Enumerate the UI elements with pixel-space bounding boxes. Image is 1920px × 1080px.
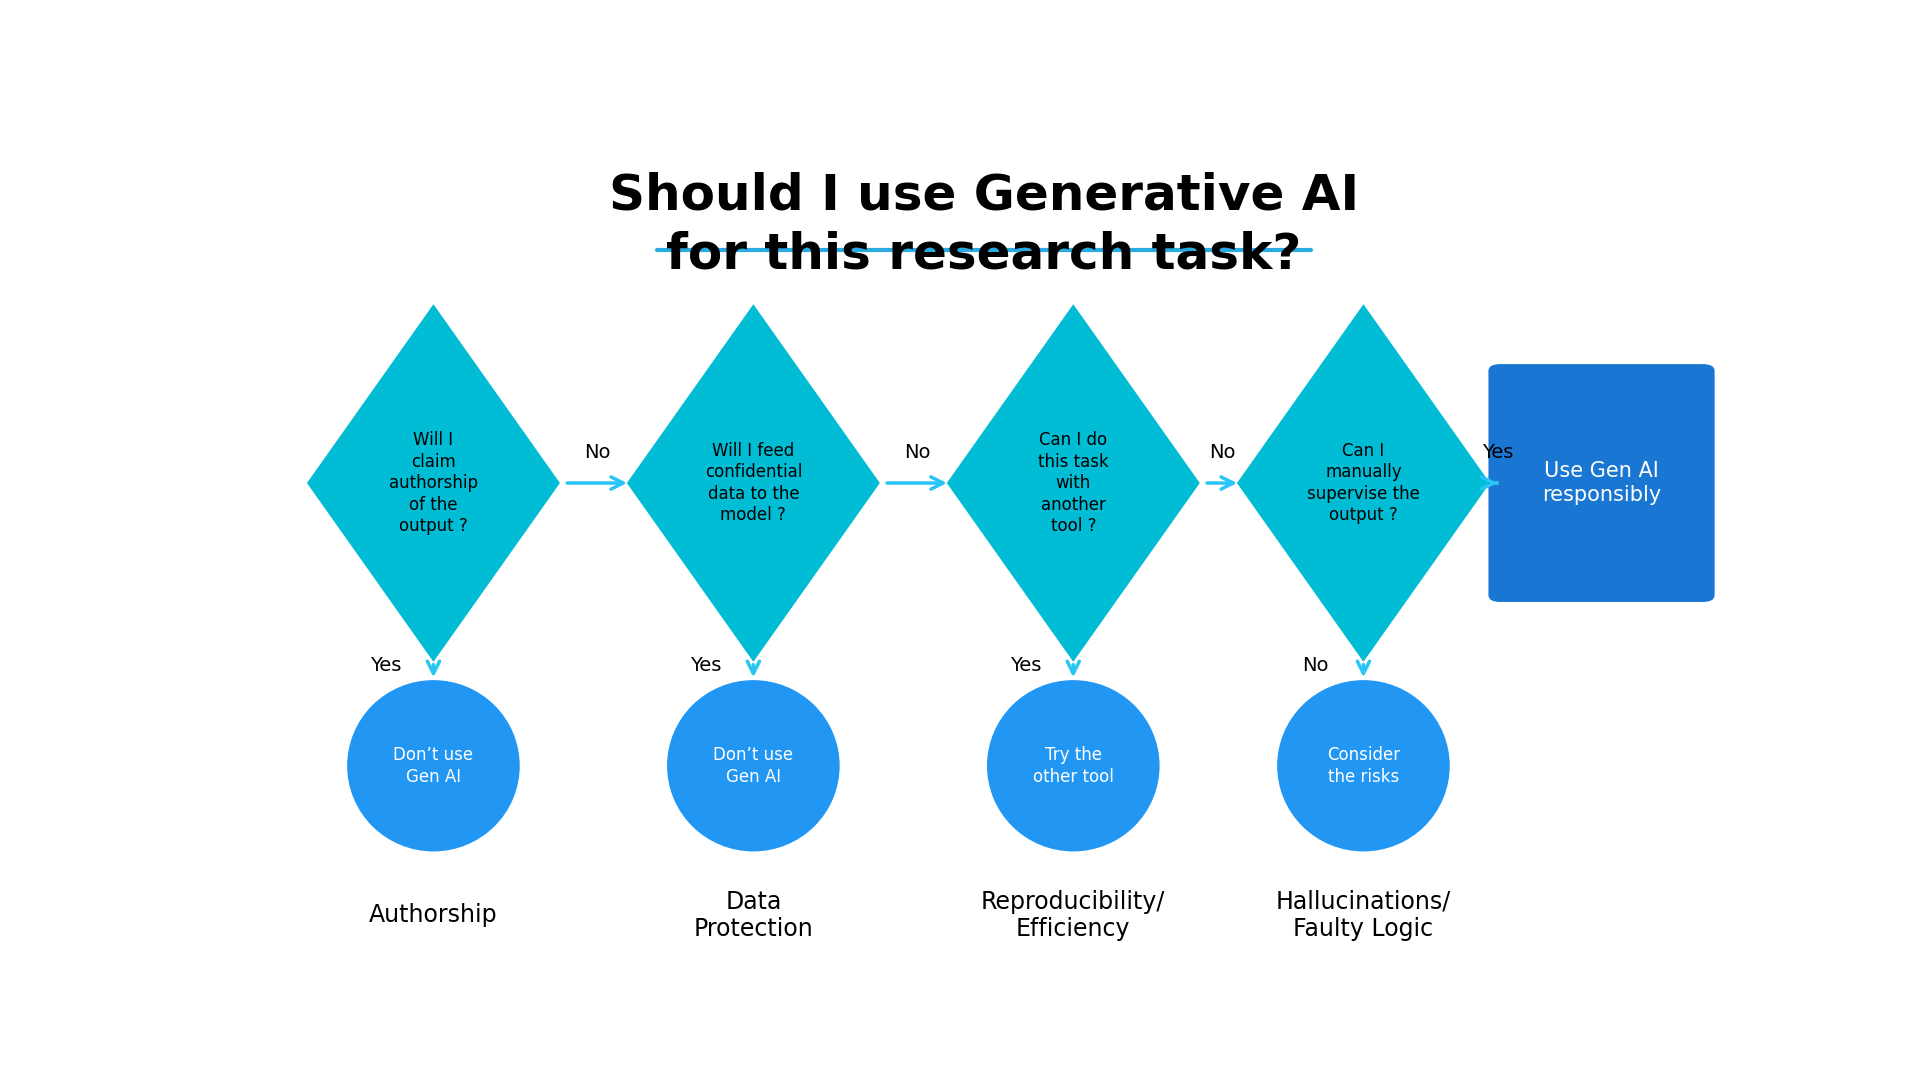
Text: Don’t use
Gen AI: Don’t use Gen AI — [394, 746, 474, 785]
Text: Reproducibility/
Efficiency: Reproducibility/ Efficiency — [981, 890, 1165, 942]
Text: Yes: Yes — [689, 657, 722, 675]
FancyBboxPatch shape — [1488, 364, 1715, 602]
Text: Yes: Yes — [1010, 657, 1041, 675]
Text: Will I
claim
authorship
of the
output ?: Will I claim authorship of the output ? — [390, 431, 478, 535]
Text: Will I feed
confidential
data to the
model ?: Will I feed confidential data to the mod… — [705, 442, 803, 524]
Text: No: No — [904, 443, 931, 462]
Text: Yes: Yes — [1482, 443, 1513, 462]
Ellipse shape — [987, 680, 1160, 851]
Text: Use Gen AI
responsibly: Use Gen AI responsibly — [1542, 461, 1661, 505]
Text: Consider
the risks: Consider the risks — [1327, 746, 1400, 785]
Text: Authorship: Authorship — [369, 904, 497, 928]
Text: No: No — [584, 443, 611, 462]
Ellipse shape — [1277, 680, 1450, 851]
Ellipse shape — [348, 680, 520, 851]
Text: Can I
manually
supervise the
output ?: Can I manually supervise the output ? — [1308, 442, 1421, 524]
Polygon shape — [626, 305, 879, 662]
Text: No: No — [1210, 443, 1235, 462]
Text: Try the
other tool: Try the other tool — [1033, 746, 1114, 785]
Text: No: No — [1302, 657, 1329, 675]
Text: Don’t use
Gen AI: Don’t use Gen AI — [714, 746, 793, 785]
Polygon shape — [947, 305, 1200, 662]
Polygon shape — [307, 305, 561, 662]
Text: Yes: Yes — [371, 657, 401, 675]
Ellipse shape — [666, 680, 839, 851]
Text: Data
Protection: Data Protection — [693, 890, 814, 942]
Text: Can I do
this task
with
another
tool ?: Can I do this task with another tool ? — [1039, 431, 1108, 535]
Polygon shape — [1236, 305, 1490, 662]
Text: Should I use Generative AI
for this research task?: Should I use Generative AI for this rese… — [609, 171, 1359, 279]
Text: Hallucinations/
Faulty Logic: Hallucinations/ Faulty Logic — [1275, 890, 1452, 942]
